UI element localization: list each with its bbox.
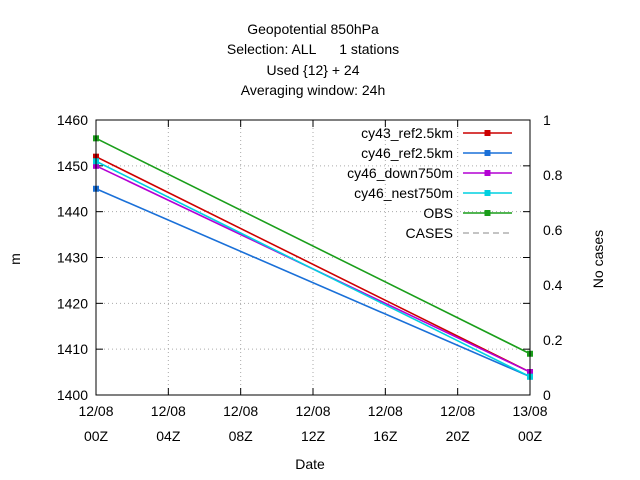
y2-tick-label: 0.4 xyxy=(543,277,563,293)
y-tick-label: 1450 xyxy=(57,158,88,174)
x-axis-label: Date xyxy=(295,456,325,472)
series-line xyxy=(95,137,531,355)
grid-lines xyxy=(96,120,530,395)
legend-label: OBS xyxy=(423,205,453,221)
x-tick-label-date: 13/08 xyxy=(512,403,547,419)
title-line-3: Used {12} + 24 xyxy=(266,62,359,78)
series-line xyxy=(95,160,531,378)
y-axis-label: m xyxy=(7,253,23,265)
y2-tick-label: 0 xyxy=(543,387,551,403)
y2-tick-label: 0.8 xyxy=(543,167,563,183)
legend: cy43_ref2.5km cy46_ref2.5km cy46_down750mc… xyxy=(347,125,512,241)
series-lines xyxy=(93,135,533,380)
y-axis-ticks: 1400 1410 1420 1430 1440 1450 1460 xyxy=(57,112,530,403)
y-tick-label: 1440 xyxy=(57,204,88,220)
y2-axis-label: No cases xyxy=(590,230,606,288)
plot-frame xyxy=(95,119,531,396)
legend-label: CASES xyxy=(406,225,453,241)
y-tick-label: 1420 xyxy=(57,295,88,311)
title-line-2: Selection: ALL 1 stations xyxy=(227,41,399,57)
legend-label: cy46_ref2.5km xyxy=(361,145,453,161)
legend-swatch-marker xyxy=(484,190,491,196)
x-tick-label-date: 12/08 xyxy=(368,403,403,419)
x-tick-label-date: 12/08 xyxy=(223,403,258,419)
y2-tick-label: 0.6 xyxy=(543,222,563,238)
legend-label: cy43_ref2.5km xyxy=(361,125,453,141)
title-line-4: Averaging window: 24h xyxy=(241,82,386,98)
x-tick-label-hour: 04Z xyxy=(156,428,181,444)
legend-label: cy46_down750m xyxy=(347,165,453,181)
y-tick-label: 1410 xyxy=(57,341,88,357)
x-tick-label-hour: 00Z xyxy=(518,428,543,444)
x-tick-label-hour: 12Z xyxy=(301,428,326,444)
legend-swatch-marker xyxy=(484,210,491,216)
legend-swatch-marker xyxy=(484,150,491,156)
x-tick-label-date: 12/08 xyxy=(78,403,113,419)
series-line xyxy=(95,188,531,378)
x-tick-label-date: 12/08 xyxy=(440,403,475,419)
x-tick-label-date: 12/08 xyxy=(151,403,186,419)
x-tick-label-hour: 00Z xyxy=(84,428,109,444)
y-tick-label: 1430 xyxy=(57,250,88,266)
legend-label: cy46_nest750m xyxy=(354,185,453,201)
y2-tick-label: 0.2 xyxy=(543,332,563,348)
series-line xyxy=(95,155,531,373)
y2-tick-label: 1 xyxy=(543,112,551,128)
x-tick-label-hour: 20Z xyxy=(446,428,471,444)
legend-swatch-marker xyxy=(484,130,491,136)
title-line-1: Geopotential 850hPa xyxy=(247,21,379,37)
x-tick-label-hour: 08Z xyxy=(229,428,254,444)
y-tick-label: 1460 xyxy=(57,112,88,128)
x-tick-label-date: 12/08 xyxy=(295,403,330,419)
chart-title: Geopotential 850hPa Selection: ALL 1 sta… xyxy=(227,21,399,98)
y2-axis-ticks: 0 0.2 0.4 0.6 0.8 1 xyxy=(543,112,563,403)
y-tick-label: 1400 xyxy=(57,387,88,403)
x-axis-ticks: 12/08 00Z 12/08 04Z 12/08 08Z 12/08 12Z 12/08 16Z… xyxy=(78,120,548,444)
legend-swatch-marker xyxy=(484,170,491,176)
x-tick-label-hour: 16Z xyxy=(373,428,398,444)
